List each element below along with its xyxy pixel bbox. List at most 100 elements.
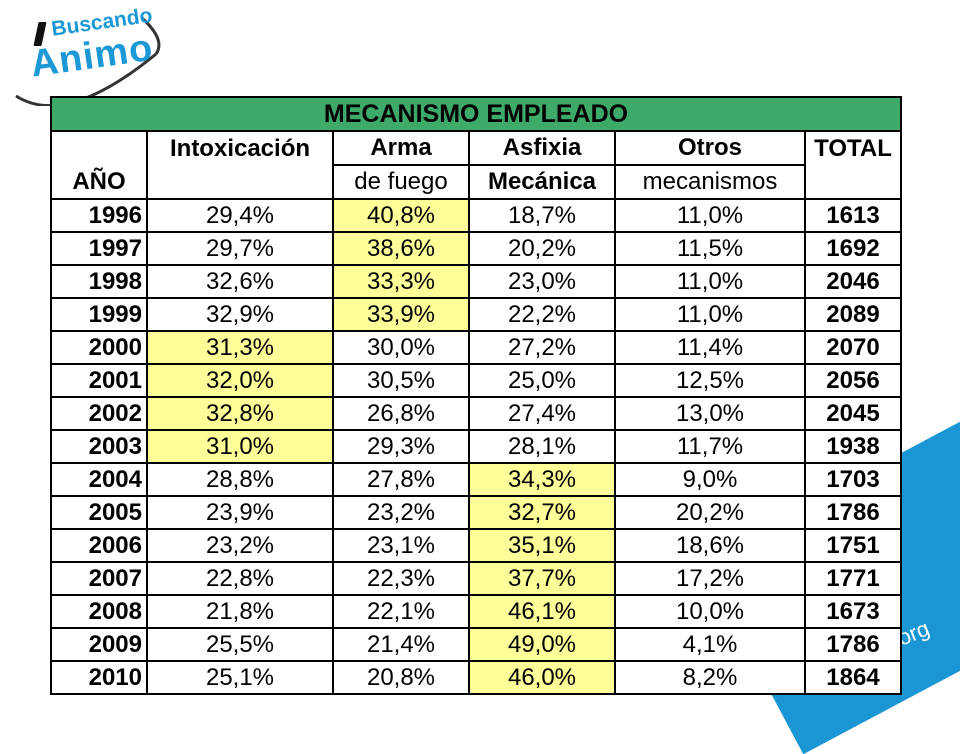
header-year: AÑO [50,165,148,200]
year-cell: 2002 [50,396,148,431]
header-cell-empty [50,130,148,165]
table-row: 2002 32,8% 26,8% 27,4% 13,0% 2045 [50,396,902,431]
otros-cell: 10,0% [614,594,806,629]
table-title: MECANISMO EMPLEADO [50,96,902,132]
intoxicacion-cell: 29,7% [146,231,334,266]
total-cell: 1938 [804,429,902,464]
year-cell: 2003 [50,429,148,464]
total-cell: 1786 [804,627,902,662]
asfixia-cell: 27,2% [468,330,616,365]
arma-cell: 27,8% [332,462,470,497]
asfixia-cell: 49,0% [468,627,616,662]
header-asfixia: Asfixia [468,130,616,166]
header-asfixia-sub: Mecánica [468,164,616,200]
arma-cell: 40,8% [332,198,470,233]
table-row: 1996 29,4% 40,8% 18,7% 11,0% 1613 [50,198,902,233]
intoxicacion-cell: 29,4% [146,198,334,233]
table-row: 2007 22,8% 22,3% 37,7% 17,2% 1771 [50,561,902,596]
otros-cell: 11,0% [614,198,806,233]
year-cell: 2004 [50,462,148,497]
total-cell: 1613 [804,198,902,233]
asfixia-cell: 34,3% [468,462,616,497]
total-cell: 2056 [804,363,902,398]
arma-cell: 38,6% [332,231,470,266]
otros-cell: 13,0% [614,396,806,431]
otros-cell: 18,6% [614,528,806,563]
intoxicacion-cell: 32,9% [146,297,334,332]
year-cell: 2008 [50,594,148,629]
total-cell: 2045 [804,396,902,431]
intoxicacion-cell: 32,6% [146,264,334,299]
intoxicacion-cell: 23,2% [146,528,334,563]
header-arma: Arma [332,130,470,166]
otros-cell: 12,5% [614,363,806,398]
arma-cell: 20,8% [332,660,470,695]
year-cell: 2000 [50,330,148,365]
otros-cell: 11,7% [614,429,806,464]
header-total-sub [804,165,902,200]
table-row: 1998 32,6% 33,3% 23,0% 11,0% 2046 [50,264,902,299]
year-cell: 2001 [50,363,148,398]
arma-cell: 23,2% [332,495,470,530]
intoxicacion-cell: 32,8% [146,396,334,431]
mechanism-table: MECANISMO EMPLEADO Intoxicación Arma Asf… [50,96,902,695]
table-row: 2001 32,0% 30,5% 25,0% 12,5% 2056 [50,363,902,398]
header-intoxicacion: Intoxicación [146,130,334,165]
total-cell: 2070 [804,330,902,365]
arma-cell: 23,1% [332,528,470,563]
asfixia-cell: 22,2% [468,297,616,332]
total-cell: 1771 [804,561,902,596]
otros-cell: 11,0% [614,264,806,299]
table-row: 2009 25,5% 21,4% 49,0% 4,1% 1786 [50,627,902,662]
otros-cell: 8,2% [614,660,806,695]
header-arma-sub: de fuego [332,164,470,200]
table-row: 1997 29,7% 38,6% 20,2% 11,5% 1692 [50,231,902,266]
intoxicacion-cell: 23,9% [146,495,334,530]
intoxicacion-cell: 31,3% [146,330,334,365]
asfixia-cell: 35,1% [468,528,616,563]
header-total: TOTAL [804,130,902,165]
total-cell: 1703 [804,462,902,497]
table-row: 1999 32,9% 33,9% 22,2% 11,0% 2089 [50,297,902,332]
arma-cell: 22,1% [332,594,470,629]
arma-cell: 30,5% [332,363,470,398]
intoxicacion-cell: 32,0% [146,363,334,398]
asfixia-cell: 46,1% [468,594,616,629]
table-row: 2006 23,2% 23,1% 35,1% 18,6% 1751 [50,528,902,563]
intoxicacion-cell: 31,0% [146,429,334,464]
arma-cell: 21,4% [332,627,470,662]
otros-cell: 20,2% [614,495,806,530]
arma-cell: 33,3% [332,264,470,299]
header-otros: Otros [614,130,806,166]
header-intoxicacion-sub [146,165,334,200]
otros-cell: 11,0% [614,297,806,332]
year-cell: 1997 [50,231,148,266]
table-row: 2010 25,1% 20,8% 46,0% 8,2% 1864 [50,660,902,695]
total-cell: 1786 [804,495,902,530]
arma-cell: 33,9% [332,297,470,332]
asfixia-cell: 23,0% [468,264,616,299]
table-row: 2005 23,9% 23,2% 32,7% 20,2% 1786 [50,495,902,530]
total-cell: 1864 [804,660,902,695]
arma-cell: 30,0% [332,330,470,365]
year-cell: 1998 [50,264,148,299]
total-cell: 1673 [804,594,902,629]
otros-cell: 9,0% [614,462,806,497]
table-row: 2008 21,8% 22,1% 46,1% 10,0% 1673 [50,594,902,629]
intoxicacion-cell: 25,1% [146,660,334,695]
intoxicacion-cell: 25,5% [146,627,334,662]
otros-cell: 4,1% [614,627,806,662]
asfixia-cell: 32,7% [468,495,616,530]
asfixia-cell: 20,2% [468,231,616,266]
asfixia-cell: 27,4% [468,396,616,431]
year-cell: 1996 [50,198,148,233]
year-cell: 2005 [50,495,148,530]
year-cell: 2007 [50,561,148,596]
intoxicacion-cell: 22,8% [146,561,334,596]
asfixia-cell: 18,7% [468,198,616,233]
asfixia-cell: 25,0% [468,363,616,398]
asfixia-cell: 37,7% [468,561,616,596]
total-cell: 2046 [804,264,902,299]
year-cell: 2006 [50,528,148,563]
arma-cell: 26,8% [332,396,470,431]
